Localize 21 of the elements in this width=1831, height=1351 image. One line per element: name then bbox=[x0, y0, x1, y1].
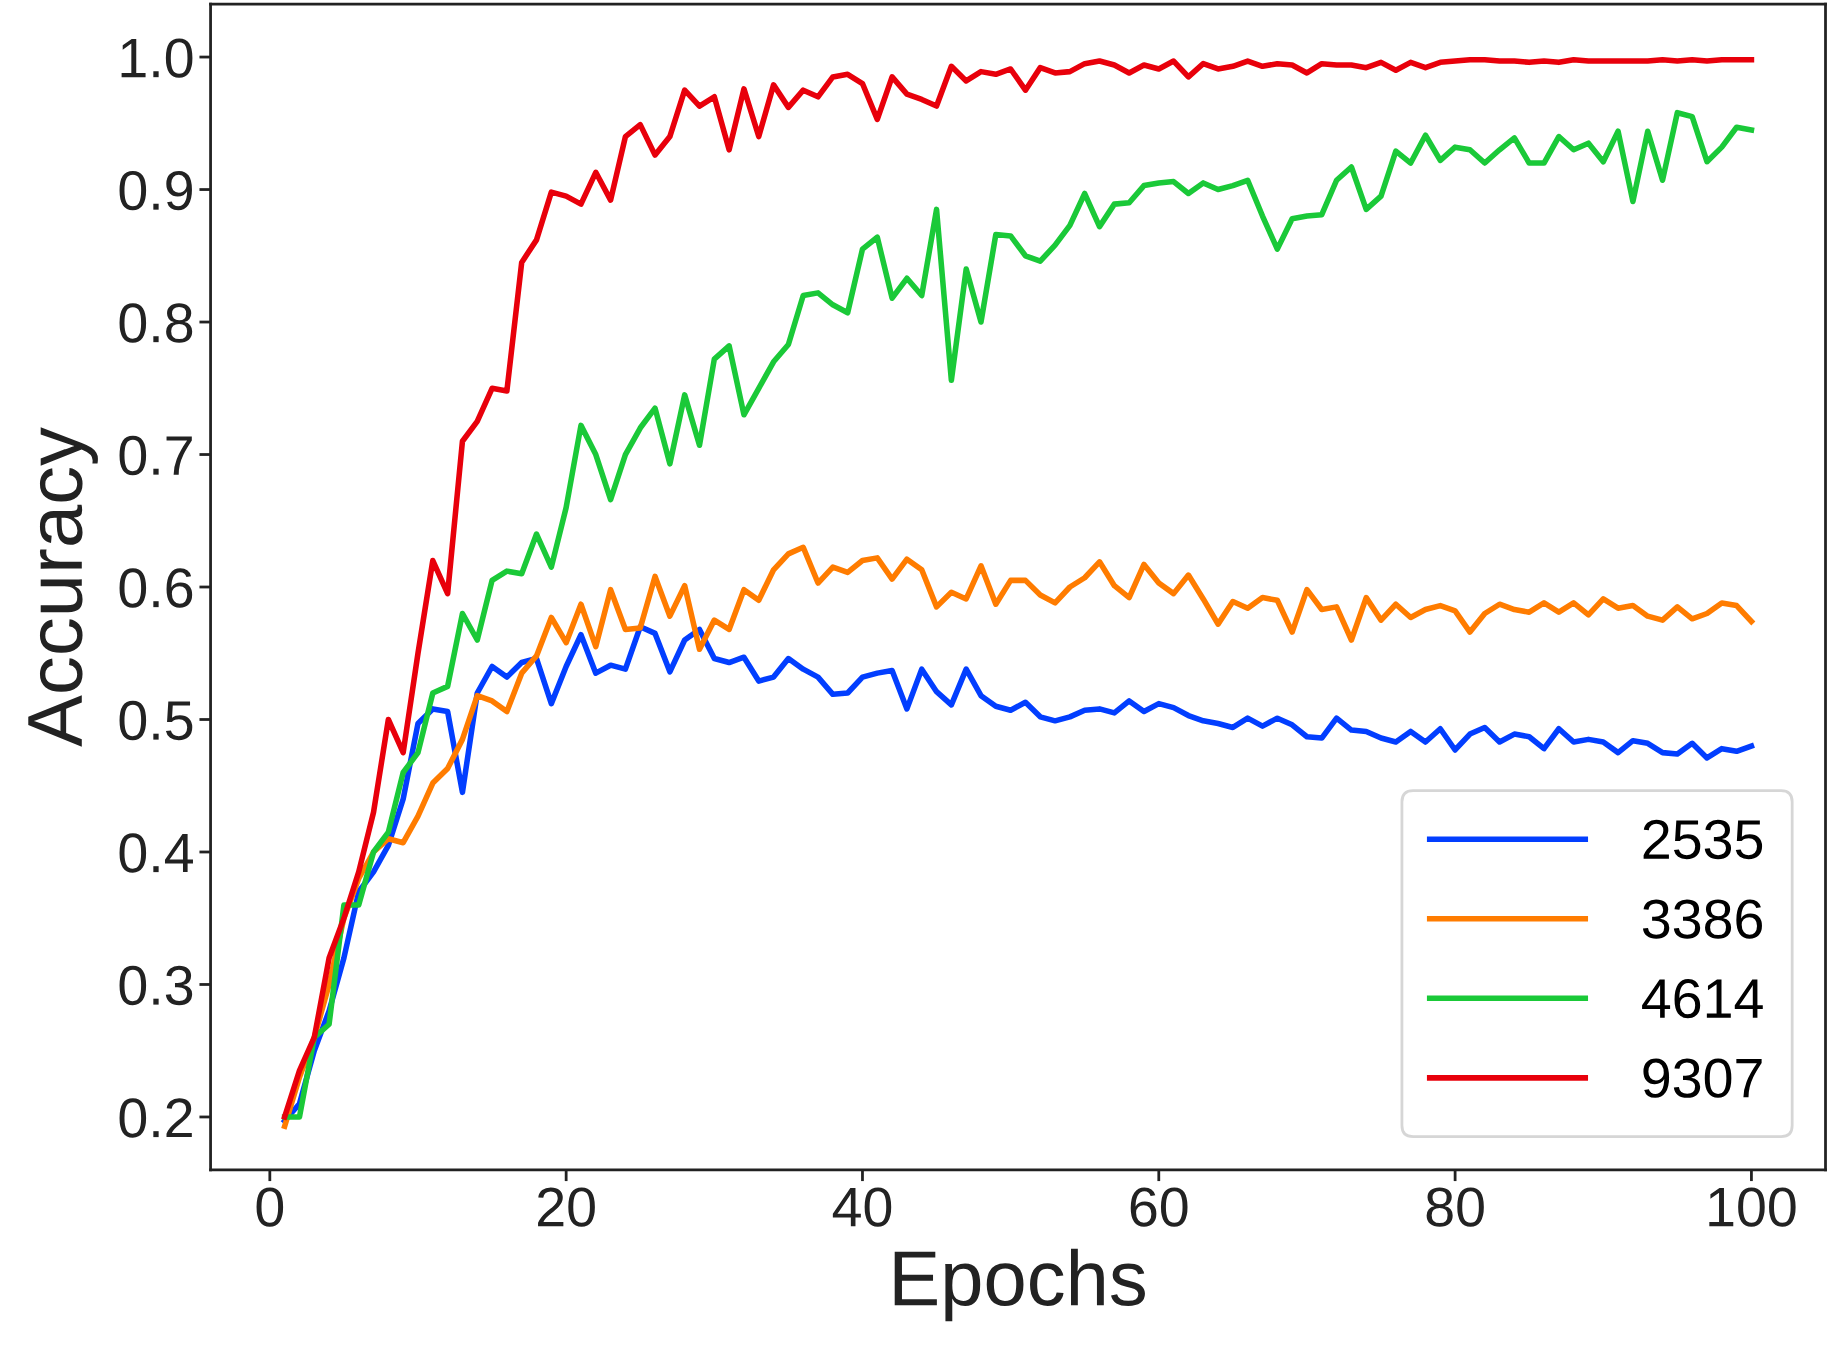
x-tick-label: 40 bbox=[832, 1187, 892, 1227]
x-tick-label: 60 bbox=[1130, 1187, 1188, 1227]
x-tick-label: 80 bbox=[1426, 1187, 1484, 1227]
legend-label: 2535 bbox=[1643, 819, 1763, 860]
y-tick-label: 0.2 bbox=[119, 1098, 192, 1138]
y-tick-label: 0.3 bbox=[119, 965, 193, 1006]
x-tick-label: 100 bbox=[1709, 1187, 1796, 1227]
y-tick-label: 0.4 bbox=[119, 833, 193, 873]
y-tick-label: 1.0 bbox=[121, 38, 193, 78]
y-axis-title: Accuracy bbox=[28, 427, 98, 747]
y-tick-label: 0.5 bbox=[119, 700, 193, 741]
legend-label: 3386 bbox=[1642, 899, 1762, 939]
x-tick-label: 20 bbox=[538, 1187, 595, 1227]
x-axis-title: Epochs bbox=[894, 1248, 1145, 1322]
y-tick-label: 0.7 bbox=[119, 435, 192, 476]
y-tick-label: 0.8 bbox=[119, 303, 193, 343]
y-tick-label: 0.9 bbox=[119, 170, 192, 211]
legend-label: 9307 bbox=[1643, 1058, 1762, 1098]
legend-label: 4614 bbox=[1642, 978, 1763, 1019]
y-tick-label: 0.6 bbox=[119, 568, 193, 608]
x-tick-label: 0 bbox=[256, 1187, 284, 1227]
